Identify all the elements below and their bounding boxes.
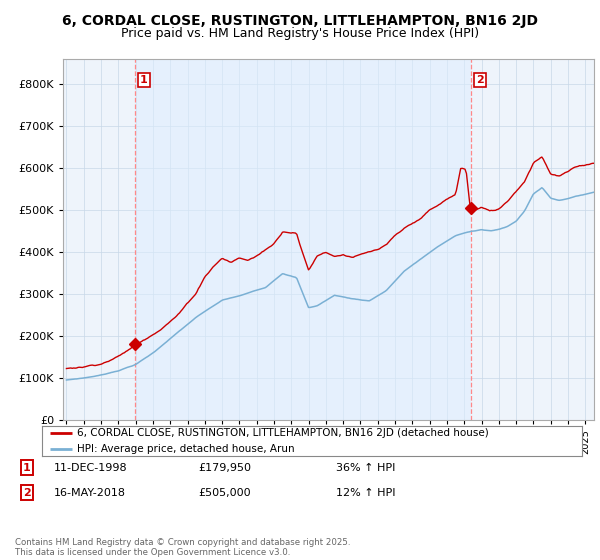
Text: 1: 1 [140, 75, 148, 85]
Text: 6, CORDAL CLOSE, RUSTINGTON, LITTLEHAMPTON, BN16 2JD: 6, CORDAL CLOSE, RUSTINGTON, LITTLEHAMPT… [62, 14, 538, 28]
Text: 36% ↑ HPI: 36% ↑ HPI [336, 463, 395, 473]
Text: 1: 1 [23, 463, 31, 473]
Text: 12% ↑ HPI: 12% ↑ HPI [336, 488, 395, 498]
Text: Contains HM Land Registry data © Crown copyright and database right 2025.
This d: Contains HM Land Registry data © Crown c… [15, 538, 350, 557]
Text: 2: 2 [476, 75, 484, 85]
Text: 2: 2 [23, 488, 31, 498]
Text: HPI: Average price, detached house, Arun: HPI: Average price, detached house, Arun [77, 444, 295, 454]
Text: 11-DEC-1998: 11-DEC-1998 [54, 463, 128, 473]
Text: 16-MAY-2018: 16-MAY-2018 [54, 488, 126, 498]
Bar [135, 59, 470, 420]
Text: 6, CORDAL CLOSE, RUSTINGTON, LITTLEHAMPTON, BN16 2JD (detached house): 6, CORDAL CLOSE, RUSTINGTON, LITTLEHAMPT… [77, 428, 489, 438]
Text: £179,950: £179,950 [198, 463, 251, 473]
Text: £505,000: £505,000 [198, 488, 251, 498]
Text: Price paid vs. HM Land Registry's House Price Index (HPI): Price paid vs. HM Land Registry's House … [121, 27, 479, 40]
